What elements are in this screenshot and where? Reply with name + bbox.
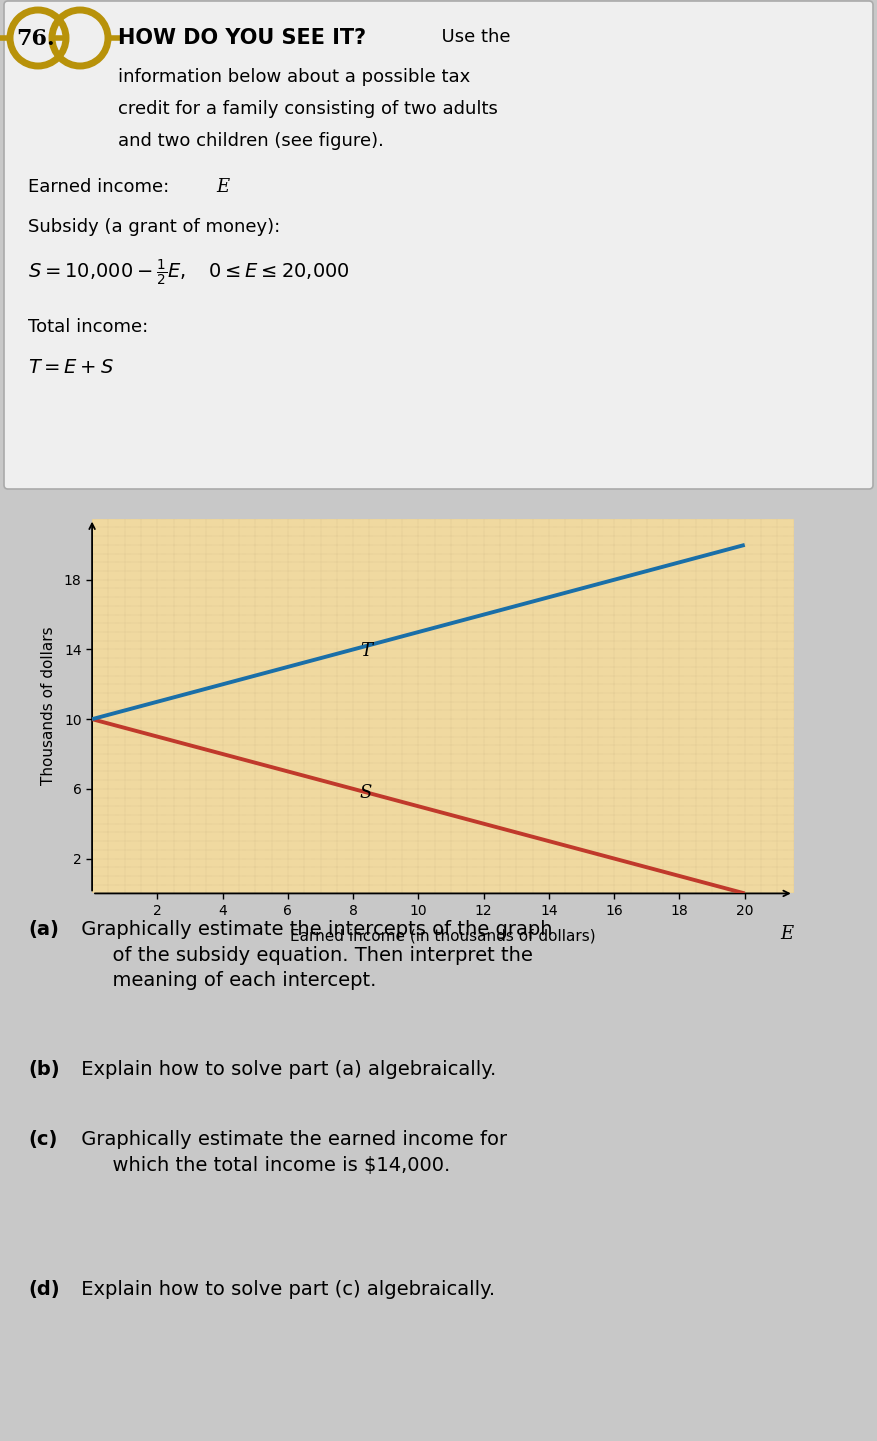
Text: Graphically estimate the intercepts of the graph
      of the subsidy equation. : Graphically estimate the intercepts of t… <box>75 919 553 990</box>
Text: (b): (b) <box>28 1061 60 1079</box>
Text: Explain how to solve part (c) algebraically.: Explain how to solve part (c) algebraica… <box>75 1280 496 1298</box>
Text: credit for a family consisting of two adults: credit for a family consisting of two ad… <box>118 99 498 118</box>
Text: 76.: 76. <box>16 27 54 50</box>
Text: $T = E + S$: $T = E + S$ <box>28 357 114 378</box>
Text: T: T <box>360 643 372 660</box>
Text: (a): (a) <box>28 919 59 940</box>
Y-axis label: Thousands of dollars: Thousands of dollars <box>40 627 55 785</box>
Text: E: E <box>781 925 794 942</box>
Text: Use the: Use the <box>430 27 510 46</box>
Text: (d): (d) <box>28 1280 60 1298</box>
Text: S: S <box>360 784 372 801</box>
Text: Explain how to solve part (a) algebraically.: Explain how to solve part (a) algebraica… <box>75 1061 496 1079</box>
Text: E: E <box>216 179 229 196</box>
Text: Graphically estimate the earned income for
      which the total income is $14,0: Graphically estimate the earned income f… <box>75 1130 507 1174</box>
Text: Total income:: Total income: <box>28 318 148 336</box>
FancyBboxPatch shape <box>4 1 873 488</box>
Text: (c): (c) <box>28 1130 57 1148</box>
Text: information below about a possible tax: information below about a possible tax <box>118 68 470 86</box>
X-axis label: Earned income (in thousands of dollars): Earned income (in thousands of dollars) <box>290 929 595 944</box>
Text: Subsidy (a grant of money):: Subsidy (a grant of money): <box>28 218 281 236</box>
Text: $S = 10{,}000 - \frac{1}{2}E,$   $0 \leq E \leq 20{,}000$: $S = 10{,}000 - \frac{1}{2}E,$ $0 \leq E… <box>28 258 350 288</box>
Text: Earned income:: Earned income: <box>28 179 181 196</box>
Text: HOW DO YOU SEE IT?: HOW DO YOU SEE IT? <box>118 27 366 48</box>
Text: and two children (see figure).: and two children (see figure). <box>118 133 384 150</box>
